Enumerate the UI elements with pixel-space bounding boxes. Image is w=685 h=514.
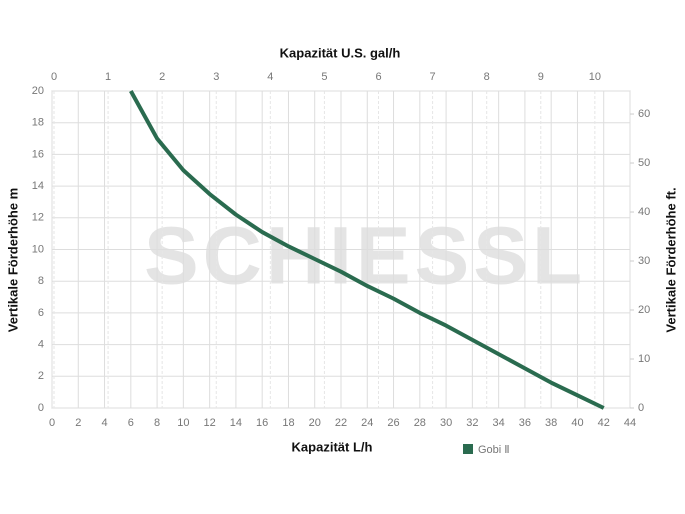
x2-tick-label: 0 [51, 71, 57, 83]
x2-tick-label: 2 [159, 71, 165, 83]
y-tick-label: 18 [32, 117, 44, 129]
y-tick-label: 4 [38, 339, 44, 351]
x-tick-label: 18 [282, 417, 294, 429]
x2-tick-label: 6 [375, 71, 381, 83]
y2-tick-label: 0 [638, 402, 644, 414]
legend-swatch [463, 444, 473, 454]
x-tick-label: 32 [466, 417, 478, 429]
x2-tick-label: 4 [267, 71, 273, 83]
x-tick-label: 30 [440, 417, 452, 429]
x-tick-label: 26 [387, 417, 399, 429]
y-axis-title: Vertikale Förderhöhe m [5, 188, 20, 333]
y-tick-label: 8 [38, 275, 44, 287]
y-tick-label: 14 [32, 180, 44, 192]
x2-tick-label: 8 [484, 71, 490, 83]
x2-tick-label: 10 [589, 71, 601, 83]
x-tick-label: 16 [256, 417, 268, 429]
legend-label: Gobi Ⅱ [478, 444, 510, 456]
x2-tick-label: 1 [105, 71, 111, 83]
y2-tick-label: 40 [638, 206, 650, 218]
y2-tick-label: 20 [638, 304, 650, 316]
x-tick-label: 2 [75, 417, 81, 429]
x-tick-label: 4 [101, 417, 107, 429]
x2-tick-label: 9 [538, 71, 544, 83]
x-tick-label: 20 [309, 417, 321, 429]
y2-tick-label: 10 [638, 353, 650, 365]
x2-tick-label: 5 [321, 71, 327, 83]
series-line [129, 90, 605, 410]
x-tick-label: 12 [204, 417, 216, 429]
x-tick-label: 28 [414, 417, 426, 429]
x-tick-label: 0 [49, 417, 55, 429]
x-tick-label: 22 [335, 417, 347, 429]
x-tick-label: 24 [361, 417, 373, 429]
y2-axis-title: Vertikale Förderhöhe ft. [663, 187, 678, 332]
x2-tick-label: 7 [430, 71, 436, 83]
y2-tick-label: 50 [638, 157, 650, 169]
x-tick-label: 42 [598, 417, 610, 429]
y2-tick-label: 30 [638, 255, 650, 267]
x-tick-label: 40 [571, 417, 583, 429]
x-tick-label: 10 [177, 417, 189, 429]
x-tick-label: 36 [519, 417, 531, 429]
y-tick-label: 2 [38, 370, 44, 382]
y-tick-label: 10 [32, 243, 44, 255]
x-tick-label: 44 [624, 417, 636, 429]
y-tick-label: 6 [38, 307, 44, 319]
top-axis-title: Kapazität U.S. gal/h [280, 45, 401, 60]
y2-tick-label: 60 [638, 108, 650, 120]
y-tick-label: 16 [32, 148, 44, 160]
x-tick-label: 34 [493, 417, 505, 429]
x-axis-title: Kapazität L/h [292, 439, 373, 454]
x-tick-label: 14 [230, 417, 242, 429]
x2-tick-label: 3 [213, 71, 219, 83]
x-tick-label: 6 [128, 417, 134, 429]
x-tick-label: 38 [545, 417, 557, 429]
watermark: SCHIESSL [144, 211, 586, 302]
y-tick-label: 0 [38, 402, 44, 414]
y-tick-label: 12 [32, 212, 44, 224]
y-tick-label: 20 [32, 85, 44, 97]
x-tick-label: 8 [154, 417, 160, 429]
